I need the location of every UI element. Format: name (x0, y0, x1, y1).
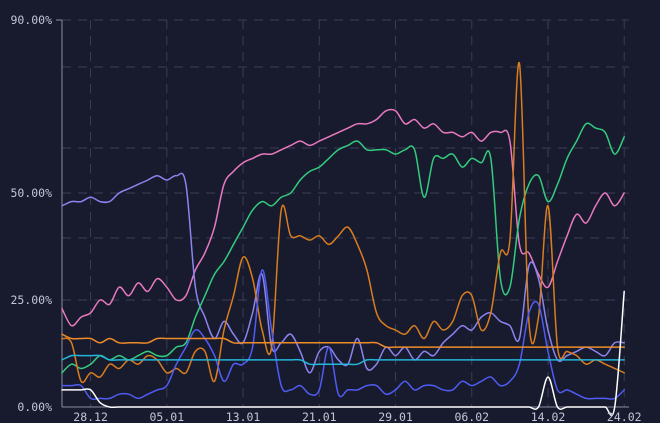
x-tick-label: 14.02 (531, 410, 566, 423)
series-line-1 (61, 108, 625, 327)
x-tick-label: 28.12 (73, 410, 108, 423)
y-tick-label: 50.00% (10, 186, 52, 200)
axes (56, 19, 629, 408)
x-tick-label: 21.01 (302, 410, 337, 423)
series-line-4 (61, 62, 625, 384)
x-tick-label: 05.01 (150, 410, 185, 423)
series-line-2 (61, 172, 625, 374)
series-line-8 (61, 290, 625, 417)
series-line-3 (61, 122, 625, 374)
series-line-7 (61, 354, 625, 366)
y-tick-label: 90.00% (10, 13, 52, 27)
series-line-6 (61, 333, 625, 349)
x-tick-label: 29.01 (378, 410, 413, 423)
series-lines (61, 62, 625, 417)
x-tick-label: 24.02 (607, 410, 642, 423)
x-tick-label: 13.01 (226, 410, 261, 423)
x-tick-label: 06.02 (454, 410, 489, 423)
grid (62, 19, 629, 407)
tick-labels: 0.00% 25.00% 50.00% 90.00% 28.12 05.01 13.01 21… (10, 13, 641, 423)
y-tick-label: 0.00% (17, 400, 52, 414)
y-tick-label: 25.00% (10, 293, 52, 307)
series-line-5 (61, 269, 625, 401)
